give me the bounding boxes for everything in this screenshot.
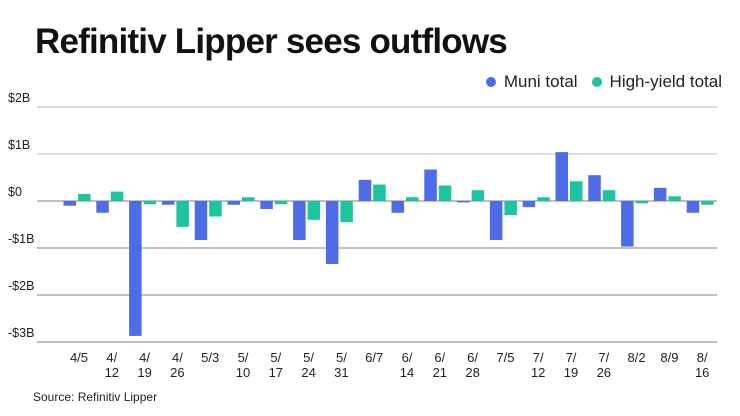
bar-high-yield [373,184,386,201]
x-axis-ticks: 4/5 4/12 4/19 4/26 5/3 5/10 5/17 5/24 5/31 6/7 6/1… [70,350,709,380]
bar-high-yield [340,201,353,223]
x-tick-label: 8/9 [660,350,678,365]
bar-muni [588,175,601,201]
bars [63,152,714,336]
bar-high-yield [504,201,517,216]
bar-muni [63,201,76,206]
x-tick-label: 5/31 [334,350,348,380]
legend: Muni total High-yield total [472,72,722,92]
y-tick-label: -$1B [8,232,34,246]
bar-high-yield [242,197,255,201]
bar-high-yield [701,201,714,205]
bar-muni [457,201,470,203]
x-tick-label: 5/3 [201,350,219,365]
y-tick-label: -$2B [8,279,34,293]
bar-muni [161,201,175,205]
x-tick-label: 6/14 [400,350,414,380]
bar-muni [522,201,536,208]
chart-title: Refinitiv Lipper sees outflows [35,22,508,61]
bar-high-yield [110,191,124,201]
bar-high-yield [78,193,91,201]
bar-muni [653,187,667,201]
bar-high-yield [274,201,288,205]
x-tick-label: 4/12 [105,350,119,380]
bar-muni [325,201,339,264]
source-note: Source: Refinitiv Lipper [33,390,158,404]
bar-muni [391,201,404,213]
legend-item-high-yield: High-yield total [591,72,722,92]
x-tick-label: 5/24 [301,350,315,380]
bar-high-yield [438,185,452,201]
legend-swatch-high-yield [591,77,602,87]
x-tick-label: 5/10 [236,350,250,380]
x-tick-label: 7/19 [564,350,578,380]
x-tick-label: 4/26 [170,350,184,380]
x-tick-label: 6/28 [465,350,479,380]
bar-muni [358,179,372,201]
x-tick-label: 4/19 [137,350,151,380]
bar-high-yield [471,190,485,201]
legend-swatch-muni [485,77,496,87]
legend-label-high-yield: High-yield total [609,72,722,91]
bar-muni [129,201,142,336]
bar-muni [489,201,503,241]
x-tick-label: 6/21 [433,350,447,380]
bar-muni [555,152,568,201]
bar-high-yield [635,201,649,204]
bar-muni [621,201,634,247]
bar-high-yield [209,201,222,217]
y-tick-label: $1B [8,138,30,152]
bar-muni [96,201,109,213]
x-tick-label: 4/5 [70,350,88,365]
bar-muni [424,169,437,201]
bar-high-yield [537,197,550,201]
bar-high-yield [176,201,189,227]
legend-label-muni: Muni total [503,72,578,91]
x-tick-label: 5/17 [269,350,283,380]
x-tick-label: 7/26 [597,350,611,380]
bar-high-yield [307,201,321,220]
y-tick-label: -$3B [8,326,34,340]
bar-chart: $2B $1B $0 -$1B -$2B -$3B 4/5 4/12 4/19 4/26 5/3 5… [8,91,717,380]
x-tick-label: 8/2 [628,350,646,365]
y-tick-label: $0 [8,185,22,199]
bar-muni [293,201,306,241]
bar-muni [227,201,240,205]
bar-high-yield [668,196,681,201]
x-tick-label: 7/12 [531,350,545,380]
x-tick-label: 8/16 [695,350,709,380]
bar-high-yield [406,197,419,201]
bar-muni [260,201,273,209]
y-tick-label: $2B [8,91,30,105]
y-axis-ticks: $2B $1B $0 -$1B -$2B -$3B [8,91,34,340]
bar-high-yield [602,190,616,201]
x-tick-label: 7/5 [496,350,514,365]
bar-muni [194,201,208,241]
bar-high-yield [143,201,157,205]
bar-high-yield [570,181,583,201]
x-tick-label: 6/7 [365,350,383,365]
bar-muni [686,201,700,213]
legend-item-muni: Muni total [485,72,578,92]
